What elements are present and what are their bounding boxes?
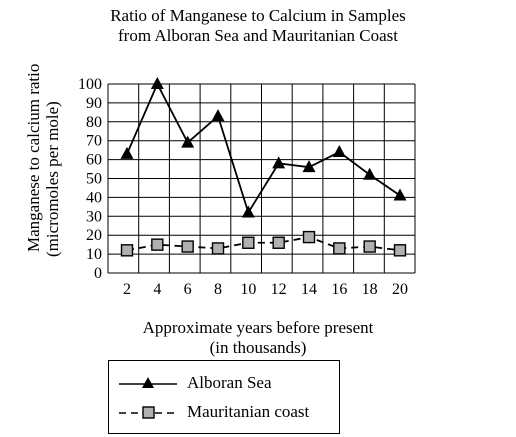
chart-title-line-2: from Alboran Sea and Mauritanian Coast: [118, 26, 398, 45]
alboran-point-14: [302, 160, 316, 173]
mauritanian-point-14: [302, 230, 316, 244]
mauritanian-point-20: [393, 244, 407, 257]
y-tick-label-60: 60: [86, 152, 102, 169]
x-tick-label-16: 16: [331, 281, 347, 298]
series-line-1: [126, 236, 401, 252]
y-tick-label-10: 10: [86, 246, 102, 263]
x-tick-label-18: 18: [362, 281, 378, 298]
y-tick-label-50: 50: [86, 171, 102, 188]
x-tick-label-20: 20: [392, 281, 408, 298]
y-tick-label-90: 90: [86, 95, 102, 112]
y-tick-label-40: 40: [86, 189, 102, 206]
y-tick-label-70: 70: [86, 133, 102, 150]
legend-label-mauritanian: Mauritanian coast: [187, 402, 310, 421]
x-tick-label-10: 10: [240, 281, 256, 298]
mauritanian-point-6: [181, 240, 194, 253]
alboran-point-8: [211, 109, 225, 122]
alboran-point-18: [363, 167, 377, 180]
alboran-point-4: [150, 77, 164, 89]
mauritanian-point-10: [242, 236, 255, 249]
alboran-point-20: [393, 188, 407, 201]
y-tick-label-20: 20: [86, 227, 102, 244]
legend-triangle-icon: [142, 377, 154, 388]
series-line-0: [126, 81, 401, 215]
mauritanian-point-18: [363, 240, 376, 253]
x-tick-label-4: 4: [153, 281, 161, 298]
y-tick-label-100: 100: [78, 76, 102, 93]
alboran-point-2: [120, 146, 134, 159]
mauritanian-point-8: [211, 242, 225, 255]
legend-label-alboran: Alboran Sea: [187, 373, 272, 392]
alboran-point-10: [241, 205, 255, 218]
x-tick-label-2: 2: [123, 281, 131, 298]
alboran-point-12: [272, 156, 286, 169]
alboran-point-6: [181, 135, 195, 148]
legend-square-icon: [142, 406, 155, 419]
x-axis-label-line-1: Approximate years before present: [142, 318, 374, 337]
mauritanian-point-4: [151, 238, 164, 251]
chart-title-line-1: Ratio of Manganese to Calcium in Samples: [110, 6, 406, 25]
x-tick-label-12: 12: [271, 281, 287, 298]
alboran-point-16: [332, 145, 346, 158]
legend: Alboran Sea Mauritanian coast: [108, 360, 340, 434]
x-axis-label-line-2: (in thousands): [209, 338, 307, 357]
mauritanian-point-12: [272, 236, 285, 249]
mauritanian-point-16: [333, 242, 346, 255]
mauritanian-point-2: [120, 244, 134, 257]
x-tick-label-8: 8: [214, 281, 222, 298]
x-tick-label-6: 6: [184, 281, 192, 298]
y-tick-label-0: 0: [94, 265, 102, 282]
x-tick-label-14: 14: [301, 281, 317, 298]
y-tick-label-80: 80: [86, 114, 102, 131]
y-tick-label-30: 30: [86, 208, 102, 225]
legend-markers: [119, 377, 177, 419]
